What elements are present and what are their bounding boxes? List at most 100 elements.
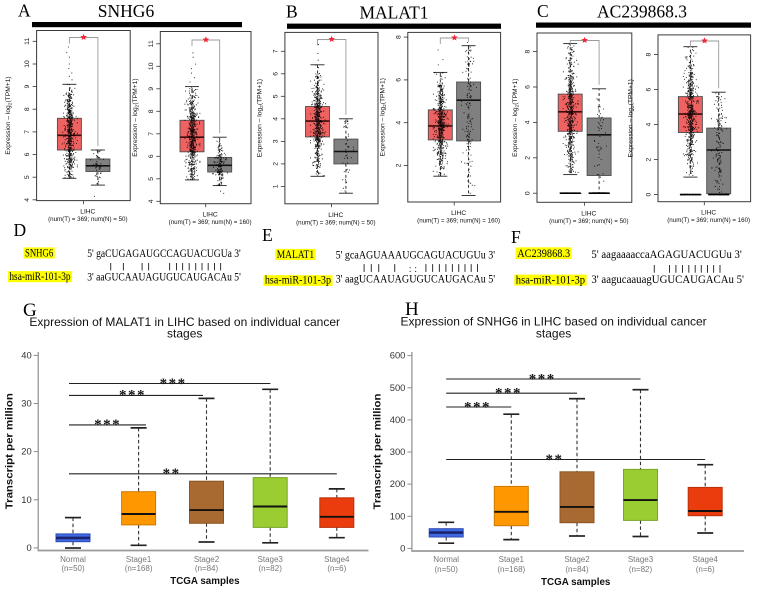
svg-text:(num(T) = 369; num(N) = 160): (num(T) = 369; num(N) = 160): [169, 219, 252, 226]
svg-text:4: 4: [148, 199, 155, 203]
svg-text:8: 8: [148, 109, 155, 113]
svg-text:5: 5: [148, 177, 155, 181]
svg-text:H: H: [405, 299, 419, 320]
svg-text:2: 2: [646, 157, 653, 161]
svg-text:10: 10: [21, 494, 31, 505]
svg-text:2: 2: [395, 163, 402, 167]
svg-text:***: ***: [119, 388, 146, 404]
svg-text:Expression – log2(TPM+1): Expression – log2(TPM+1): [256, 79, 265, 157]
svg-text:(num(T) = 369; num(N) = 50): (num(T) = 369; num(N) = 50): [48, 216, 127, 223]
svg-text:4: 4: [646, 122, 653, 126]
svg-text:G: G: [23, 300, 37, 321]
svg-text:7: 7: [24, 130, 31, 134]
svg-text:Stage4: Stage4: [324, 555, 350, 564]
svg-text:0: 0: [26, 542, 31, 553]
svg-text:6: 6: [148, 154, 155, 158]
svg-text::: :: [414, 264, 417, 275]
svg-text:20: 20: [21, 446, 31, 457]
svg-text:6: 6: [395, 78, 402, 82]
svg-text:5' aagaaaaccaAGAGUACUGUu 3': 5' aagaaaaccaAGAGUACUGUu 3': [591, 247, 741, 261]
svg-text:LIHC: LIHC: [701, 210, 716, 217]
svg-text:Transcript per million: Transcript per million: [5, 393, 16, 509]
svg-text:6: 6: [272, 72, 279, 76]
svg-text:1: 1: [272, 184, 279, 188]
svg-text::: :: [409, 264, 412, 275]
svg-text:8: 8: [24, 107, 31, 111]
svg-text:4: 4: [272, 117, 279, 121]
svg-text:Expression – log2(TPM+1): Expression – log2(TPM+1): [512, 79, 521, 157]
svg-text:***: ***: [464, 399, 491, 415]
svg-text:3' aagucaauagUGUCAUGACAu 5': 3' aagucaauagUGUCAUGACAu 5': [591, 272, 744, 286]
svg-text:5' gaCUGAGAUGCCAGUACUGUa 3': 5' gaCUGAGAUGCCAGUACUGUa 3': [87, 246, 241, 260]
svg-text:5: 5: [24, 175, 31, 179]
svg-text:(n=82): (n=82): [629, 565, 653, 574]
svg-text:B: B: [286, 2, 298, 22]
svg-text:8: 8: [525, 49, 532, 53]
svg-text:3' aagUCAAUAGUGUCAUGACAu 5': 3' aagUCAAUAGUGUCAUGACAu 5': [336, 272, 496, 286]
svg-text:Expression – log2(TPM+1): Expression – log2(TPM+1): [379, 78, 388, 156]
svg-text:600: 600: [390, 350, 406, 361]
svg-text:Stage2: Stage2: [564, 555, 590, 564]
svg-text:2: 2: [525, 156, 532, 160]
svg-text:2: 2: [272, 162, 279, 166]
svg-text:F: F: [511, 227, 521, 247]
svg-text:Stage2: Stage2: [194, 555, 220, 564]
svg-text:500: 500: [390, 382, 406, 393]
svg-text:100: 100: [390, 510, 406, 521]
svg-text:Normal: Normal: [433, 555, 459, 564]
svg-text:Expression – log2(TPM+1): Expression – log2(TPM+1): [628, 79, 637, 157]
svg-text:0: 0: [400, 542, 405, 553]
svg-text:6: 6: [646, 87, 653, 91]
svg-text:(num(T) = 369; num(N) = 160): (num(T) = 369; num(N) = 160): [417, 218, 500, 225]
svg-text:LIHC: LIHC: [451, 210, 466, 217]
svg-text:AC239868.3: AC239868.3: [597, 2, 687, 22]
svg-text:MALAT1: MALAT1: [277, 247, 314, 261]
svg-text:LIHC: LIHC: [581, 210, 596, 217]
svg-text:(n=50): (n=50): [435, 565, 459, 574]
svg-text:40: 40: [21, 349, 31, 360]
svg-text:(n=6): (n=6): [327, 564, 346, 573]
svg-text:400: 400: [390, 414, 406, 425]
svg-text:10: 10: [148, 62, 155, 70]
svg-text:TCGA samples: TCGA samples: [170, 576, 240, 587]
svg-text:0: 0: [646, 192, 653, 196]
svg-text:TCGA samples: TCGA samples: [541, 577, 611, 588]
svg-text:11: 11: [24, 38, 31, 45]
svg-text:Normal: Normal: [60, 555, 86, 564]
svg-text:Stage4: Stage4: [693, 555, 719, 564]
svg-text:***: ***: [495, 386, 522, 402]
svg-text:9: 9: [148, 87, 155, 91]
svg-text:hsa-miR-101-3p: hsa-miR-101-3p: [516, 272, 585, 286]
svg-text:30: 30: [21, 398, 31, 409]
svg-text:hsa-miR-101-3p: hsa-miR-101-3p: [265, 273, 331, 287]
svg-text:11: 11: [148, 40, 155, 47]
svg-text:Stage3: Stage3: [258, 555, 284, 564]
svg-text:LIHC: LIHC: [203, 212, 218, 219]
svg-text:Expression – log2(TPM+1): Expression – log2(TPM+1): [5, 76, 14, 154]
svg-text:3' aaGUCAAUAGUGUCAUGACAu 5': 3' aaGUCAAUAGUGUCAUGACAu 5': [87, 269, 241, 283]
svg-text:9: 9: [24, 84, 31, 88]
svg-text:stages: stages: [167, 327, 202, 341]
svg-text:3: 3: [272, 139, 279, 143]
svg-text:(n=82): (n=82): [259, 564, 283, 573]
svg-text:10: 10: [24, 60, 31, 68]
svg-text:8: 8: [646, 52, 653, 56]
svg-text:4: 4: [525, 120, 532, 124]
svg-text:C: C: [537, 1, 549, 21]
svg-text:A: A: [18, 1, 31, 21]
svg-text:**: **: [546, 452, 564, 468]
svg-text:0: 0: [525, 191, 532, 195]
svg-text:Expression of MALAT1 in LIHC b: Expression of MALAT1 in LIHC based on in…: [29, 315, 340, 329]
svg-text:(n=168): (n=168): [125, 564, 153, 573]
svg-text:Stage1: Stage1: [499, 555, 525, 564]
svg-text:5' gcaAGUAAAUGCAGUACUGUu 3': 5' gcaAGUAAAUGCAGUACUGUu 3': [336, 248, 496, 262]
svg-text:7: 7: [148, 132, 155, 136]
svg-text:4: 4: [395, 121, 402, 125]
svg-text:6: 6: [24, 152, 31, 156]
svg-text:Expression of SNHG6 in LIHC ba: Expression of SNHG6 in LIHC based on ind…: [401, 315, 707, 329]
svg-text:200: 200: [390, 478, 406, 489]
svg-text:Transcript per million: Transcript per million: [373, 394, 384, 510]
svg-text:Stage3: Stage3: [628, 555, 654, 564]
svg-text:AC239868.3: AC239868.3: [517, 246, 570, 260]
svg-text:4: 4: [24, 198, 31, 202]
